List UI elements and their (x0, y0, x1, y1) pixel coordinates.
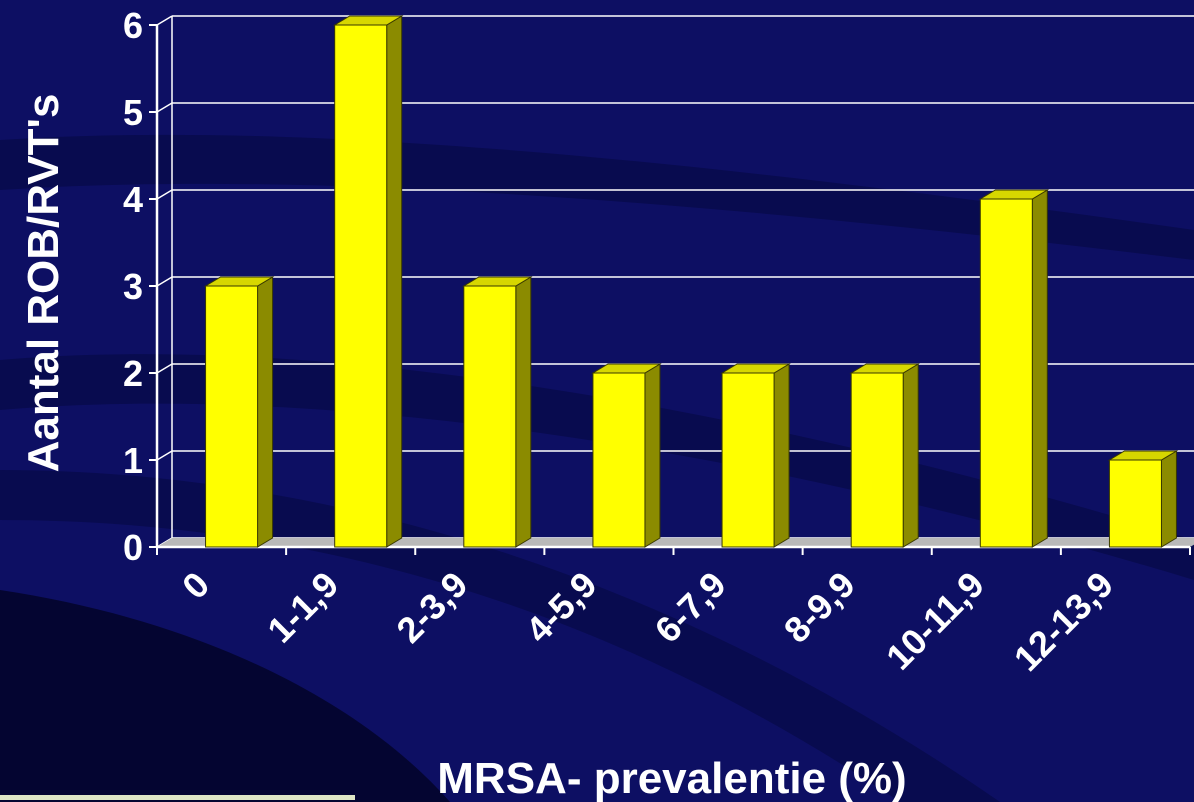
y-tick-label: 2 (123, 353, 143, 394)
x-axis-title: MRSA- prevalentie (%) (437, 754, 906, 802)
bar (203, 276, 275, 548)
bar (1107, 450, 1179, 548)
footer-rule (0, 795, 355, 800)
bar-side (1160, 450, 1177, 548)
bar (720, 363, 791, 548)
bars-layer (203, 15, 1179, 548)
y-tick-label: 1 (123, 440, 143, 481)
y-tick-label: 4 (123, 179, 143, 220)
swoosh-shadow (0, 590, 450, 802)
y-axis-title: Aantal ROB/RVT's (19, 94, 68, 473)
y-tick-label: 5 (123, 92, 143, 133)
bar-side (644, 363, 661, 548)
x-tick-label: 1-1,9 (259, 564, 346, 651)
bar-side (902, 363, 919, 548)
bar-side (773, 363, 790, 548)
bar-side (515, 276, 532, 548)
gridline-side (156, 450, 173, 461)
bar (332, 15, 404, 548)
x-tick-label: 6-7,9 (647, 564, 734, 651)
x-tick-label: 12-13,9 (1006, 564, 1121, 679)
gridline-side (156, 189, 173, 200)
bar-side (1031, 189, 1048, 548)
bar (978, 189, 1050, 548)
bar-front (979, 198, 1033, 548)
bar-front (205, 285, 259, 548)
x-tick-label: 4-5,9 (518, 564, 605, 651)
x-tick-label: 0 (174, 564, 217, 607)
bar-front (334, 24, 388, 548)
bar-side (386, 15, 403, 548)
gridline-side (156, 276, 173, 287)
x-tick-label: 8-9,9 (776, 564, 863, 651)
bar-front (850, 372, 904, 548)
bar-front (592, 372, 646, 548)
swoosh-band (0, 470, 1000, 802)
gridline-side (156, 15, 173, 26)
gridline-side (156, 102, 173, 113)
gridline-side (156, 363, 173, 374)
x-tick-labels: 0 1-1,9 2-3,9 4-5,9 6-7,9 8-9,9 10-11,9 12-13,9 (174, 564, 1121, 679)
bar (591, 363, 662, 548)
y-tick-label: 6 (123, 5, 143, 46)
y-tick-label: 3 (123, 266, 143, 307)
swoosh-band (0, 134, 1194, 260)
bar-front (721, 372, 775, 548)
chart-floor (157, 538, 1194, 547)
x-tick-label: 2-3,9 (388, 564, 475, 651)
x-tick-label: 10-11,9 (878, 564, 992, 678)
bar (849, 363, 920, 548)
bar-front (463, 285, 517, 548)
y-tick-label: 0 (123, 527, 143, 568)
y-tick-labels: 0 1 2 3 4 5 6 (123, 5, 143, 568)
bar (462, 276, 533, 548)
bar-side (257, 276, 274, 548)
bar-front (1108, 459, 1162, 548)
